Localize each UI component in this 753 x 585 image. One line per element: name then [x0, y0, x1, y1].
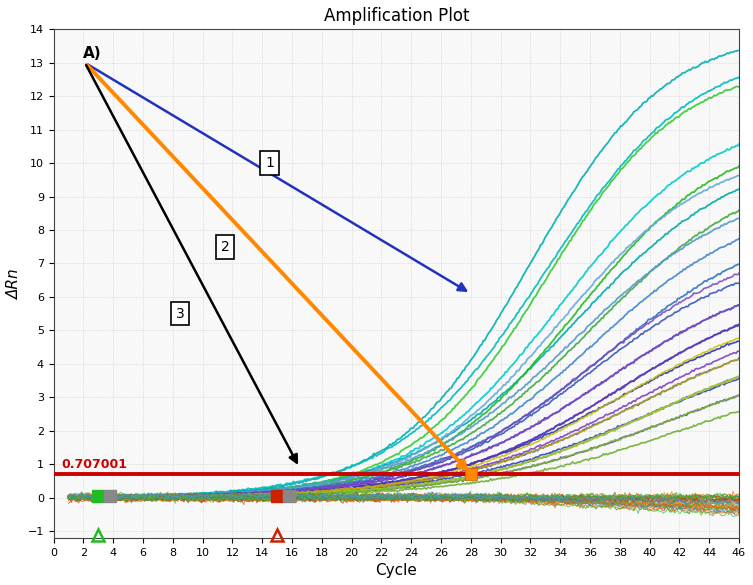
Text: 2: 2 [221, 240, 230, 254]
Y-axis label: ΔRn: ΔRn [7, 268, 22, 299]
Title: Amplification Plot: Amplification Plot [324, 7, 469, 25]
Text: 1: 1 [265, 156, 274, 170]
Text: A): A) [84, 46, 102, 61]
X-axis label: Cycle: Cycle [375, 563, 417, 578]
Text: 0.707001: 0.707001 [61, 458, 127, 471]
Text: 3: 3 [176, 307, 184, 321]
